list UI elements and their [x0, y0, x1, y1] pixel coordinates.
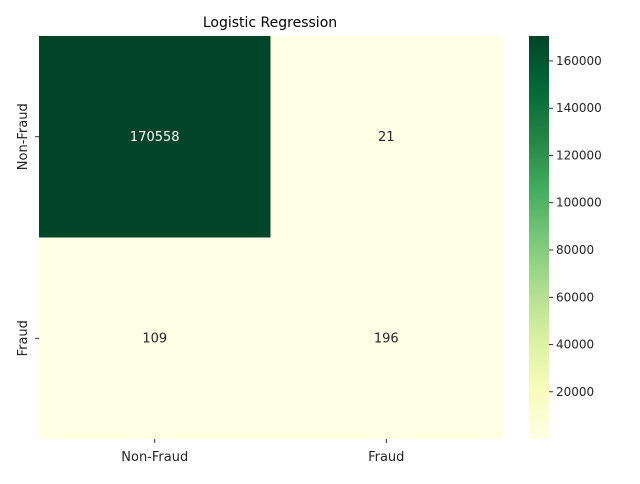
cell-value-label: 109: [142, 331, 167, 346]
x-axis: Non-Fraud Fraud: [121, 439, 404, 465]
y-tick-label: Fraud: [16, 320, 31, 356]
y-tick-label: Non-Fraud: [16, 103, 31, 170]
colorbar: 20000 40000 60000 80000 100000 120000 140000 16…: [529, 36, 602, 439]
x-tick-label: Non-Fraud: [121, 450, 188, 465]
colorbar-tick-label: 100000: [556, 196, 602, 210]
colorbar-tick-label: 60000: [556, 290, 594, 304]
heatmap-cell: [270, 237, 503, 440]
heatmap-cell: [39, 237, 271, 440]
heatmap-cell: [270, 36, 503, 238]
heatmap-cell: [39, 36, 271, 238]
cell-value-label: 170558: [130, 130, 180, 145]
cell-value-label: 196: [374, 331, 399, 346]
colorbar-tick-label: 140000: [556, 101, 602, 115]
colorbar-tick-label: 20000: [556, 385, 594, 399]
heatmap-cells: 170558 21 109 196: [39, 36, 503, 440]
colorbar-tick-label: 40000: [556, 338, 594, 352]
colorbar-gradient: [529, 36, 549, 439]
chart-title: Logistic Regression: [203, 15, 337, 31]
cell-value-label: 21: [378, 130, 395, 145]
colorbar-tick-label: 160000: [556, 54, 602, 68]
x-tick-label: Fraud: [368, 450, 404, 465]
colorbar-tick-label: 120000: [556, 148, 602, 162]
y-axis: Non-Fraud Fraud: [16, 103, 39, 356]
colorbar-tick-label: 80000: [556, 243, 594, 257]
